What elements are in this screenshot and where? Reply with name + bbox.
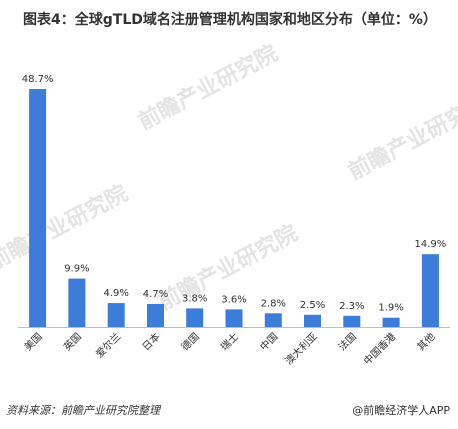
x-tick-label-2: 爱尔兰 (93, 330, 123, 360)
x-tick-label-8: 法国 (336, 330, 359, 353)
source-note: 资料来源：前瞻产业研究院整理 (6, 404, 160, 417)
x-tick-label-7: 澳大利亚 (282, 330, 319, 367)
x-tick-label-4: 德国 (178, 330, 201, 353)
x-tick-label-5: 瑞士 (218, 330, 241, 353)
data-label-9: 1.9% (378, 303, 403, 314)
brand-credit: @前瞻经济学人APP (352, 404, 450, 417)
bar-10 (421, 254, 439, 327)
x-tick-label-9: 中国香港 (361, 330, 398, 367)
data-label-0: 48.7% (22, 74, 54, 85)
data-label-7: 2.5% (300, 300, 325, 311)
x-tick-label-6: 中国 (257, 330, 280, 353)
bar-5 (225, 309, 243, 327)
bar-4 (186, 308, 204, 327)
bar-8 (343, 315, 361, 327)
bar-6 (264, 313, 282, 327)
data-label-2: 4.9% (103, 288, 128, 299)
bar-2 (107, 303, 125, 327)
chart-title: 图表4：全球gTLD域名注册管理机构国家和地区分布（单位：%） (23, 12, 437, 28)
data-label-5: 3.6% (221, 294, 246, 305)
data-label-1: 9.9% (64, 264, 89, 275)
x-tick-label-10: 其他 (414, 330, 437, 353)
x-tick-label-0: 美国 (21, 330, 44, 353)
bar-7 (304, 314, 321, 327)
data-label-6: 2.8% (261, 298, 286, 309)
bar-0 (29, 89, 47, 327)
data-label-4: 3.8% (182, 293, 207, 304)
data-label-8: 2.3% (339, 301, 364, 312)
x-tick-label-1: 英国 (61, 330, 84, 353)
bar-3 (147, 304, 164, 327)
x-tick-label-3: 日本 (139, 330, 162, 353)
bar-1 (68, 278, 86, 327)
bar-9 (382, 317, 400, 327)
data-label-10: 14.9% (415, 239, 447, 250)
data-label-3: 4.7% (143, 289, 168, 300)
